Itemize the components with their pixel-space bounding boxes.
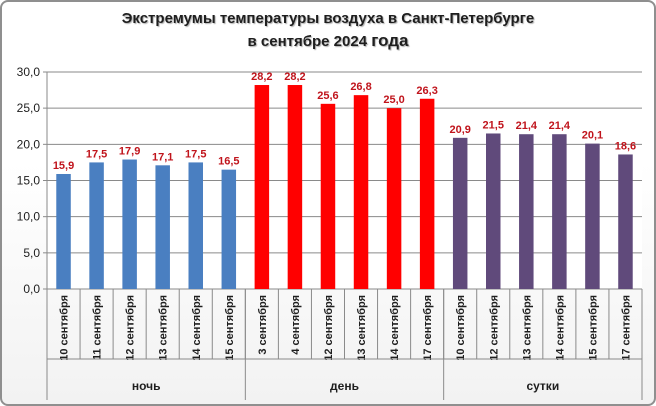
x-tick-label: 14 сентября <box>191 295 203 361</box>
data-label: 17,5 <box>185 148 206 160</box>
chart-title-line1: Экстремумы температуры воздуха в Санкт-П… <box>121 10 535 27</box>
bar <box>452 137 468 289</box>
x-tick-label: 10 сентября <box>455 295 467 361</box>
x-tick-label: 12 сентября <box>323 295 335 361</box>
data-label: 26,8 <box>350 81 371 93</box>
bar <box>386 108 402 290</box>
y-tick-label: 15,0 <box>17 174 41 188</box>
bar <box>585 143 600 289</box>
bar <box>353 95 369 289</box>
data-label: 17,1 <box>152 151 173 163</box>
bar <box>122 159 137 289</box>
bar <box>486 133 501 289</box>
y-tick-label: 0,0 <box>23 282 40 296</box>
y-tick-label: 25,0 <box>17 101 41 115</box>
x-tick-label: 13 сентября <box>356 295 368 361</box>
data-label: 21,5 <box>483 119 504 131</box>
data-label: 18,6 <box>615 140 636 152</box>
group-label: сутки <box>526 379 559 393</box>
bar <box>320 103 336 290</box>
x-tick-label: 10 сентября <box>59 295 71 361</box>
bar <box>221 169 237 289</box>
x-tick-label: 14 сентября <box>554 295 566 361</box>
data-label: 25,6 <box>317 90 338 102</box>
x-tick-label: 12 сентября <box>125 295 137 361</box>
data-label: 15,9 <box>53 160 74 172</box>
bar <box>287 85 303 290</box>
bar <box>89 162 104 289</box>
bar <box>56 173 71 289</box>
data-label: 25,0 <box>383 94 404 106</box>
data-label: 26,3 <box>416 85 437 97</box>
bar <box>254 85 270 290</box>
x-tick-label: 17 сентября <box>422 295 434 361</box>
y-tick-label: 10,0 <box>17 210 41 224</box>
data-label: 28,2 <box>251 71 272 83</box>
x-tick-label: 15 сентября <box>587 295 599 361</box>
data-label: 20,1 <box>582 130 603 142</box>
data-label: 28,2 <box>284 71 305 83</box>
x-tick-label: 17 сентября <box>620 295 632 361</box>
x-tick-label: 3 сентября <box>257 295 269 355</box>
y-tick-label: 30,0 <box>17 65 41 79</box>
data-label: 16,5 <box>218 156 239 168</box>
x-tick-label: 13 сентября <box>521 295 533 361</box>
chart-title-line2-prefix: в сентябре 2024 <box>247 33 372 50</box>
bar <box>155 165 170 289</box>
bar <box>188 162 203 289</box>
chart-title: Экстремумы температуры воздуха в Санкт-П… <box>2 8 654 53</box>
data-label: 21,4 <box>549 120 571 132</box>
group-label: день <box>330 379 359 393</box>
data-label: 21,4 <box>516 120 538 132</box>
x-tick-label: 12 сентября <box>488 295 500 361</box>
x-tick-label: 4 сентября <box>290 295 302 355</box>
data-label: 17,9 <box>119 146 140 158</box>
x-tick-label: 15 сентября <box>224 295 236 361</box>
bar <box>552 134 567 289</box>
bar <box>419 98 435 289</box>
chart-title-line2: в сентябре 2024 года <box>2 30 654 53</box>
data-label: 17,5 <box>86 148 107 160</box>
y-tick-label: 20,0 <box>17 137 41 151</box>
bar <box>618 154 633 289</box>
x-tick-label: 14 сентября <box>389 295 401 361</box>
data-label: 20,9 <box>449 124 470 136</box>
x-tick-label: 11 сентября <box>92 295 104 360</box>
group-label: ночь <box>132 379 161 393</box>
bar <box>519 134 534 289</box>
y-tick-label: 5,0 <box>23 246 40 260</box>
x-tick-label: 13 сентября <box>158 295 170 361</box>
chart-title-line2-suffix: года <box>371 31 409 50</box>
